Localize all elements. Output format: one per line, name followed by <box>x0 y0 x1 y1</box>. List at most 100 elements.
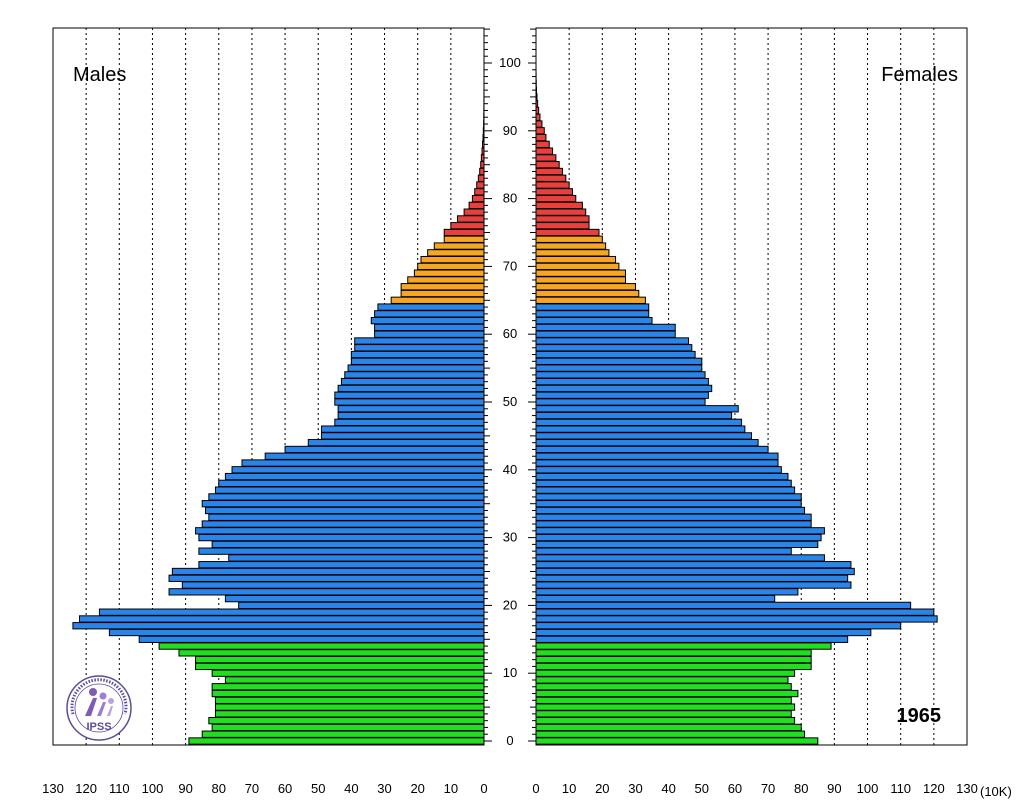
female-bar <box>535 717 796 725</box>
male-bar <box>208 513 485 521</box>
male-bar <box>374 310 485 318</box>
female-bar <box>535 350 696 359</box>
females-label: Females <box>881 64 958 86</box>
female-bar <box>535 255 617 264</box>
male-bar <box>158 642 485 650</box>
male-bar <box>344 371 485 379</box>
female-bar <box>535 459 779 467</box>
male-bar <box>218 479 485 488</box>
female-x-tick-label: 40 <box>661 781 675 796</box>
female-bar <box>535 445 769 454</box>
x-axis-ticks: 130 120 110 100 90 80 70 60 50 40 30 20 10 0 0 10 20 30 40… <box>42 781 978 796</box>
female-bar <box>535 330 676 338</box>
age-axis: 0 10 20 30 40 50 60 70 80 90 100 <box>483 28 537 748</box>
male-bar <box>214 703 485 711</box>
female-bar <box>535 222 590 230</box>
female-bar <box>535 472 789 481</box>
female-bar <box>535 486 796 494</box>
male-x-tick-label: 110 <box>109 781 130 796</box>
female-bar <box>535 133 547 142</box>
male-bar <box>400 289 485 298</box>
male-bar <box>171 567 485 576</box>
male-bar <box>79 615 485 623</box>
female-bar <box>535 391 709 399</box>
female-bar <box>535 710 792 718</box>
male-x-tick-label: 70 <box>245 781 259 796</box>
female-bar <box>535 398 706 406</box>
male-bar <box>420 255 485 264</box>
female-bar <box>535 194 577 203</box>
female-bar <box>535 452 779 460</box>
male-bar <box>211 683 485 691</box>
female-x-tick-label: 0 <box>532 781 539 796</box>
male-bar <box>433 242 485 250</box>
female-bar <box>535 581 852 589</box>
male-bar <box>188 737 485 745</box>
female-bar <box>535 337 690 345</box>
female-bar <box>535 316 653 325</box>
female-bar <box>535 228 600 237</box>
female-x-tick-label: 120 <box>923 781 945 796</box>
female-bar <box>535 411 733 420</box>
female-bar <box>535 425 746 433</box>
male-bar <box>224 472 485 481</box>
female-bar <box>535 181 570 189</box>
female-bar <box>535 601 912 610</box>
age-tick-label: 30 <box>503 530 517 545</box>
female-bar <box>535 161 560 169</box>
age-tick-label: 0 <box>506 733 513 748</box>
female-bar <box>535 615 938 623</box>
male-bar <box>224 594 485 603</box>
male-x-tick-label: 120 <box>75 781 97 796</box>
male-bar <box>98 608 485 616</box>
bars <box>72 66 938 745</box>
female-x-tick-label: 70 <box>761 781 775 796</box>
male-bar <box>231 466 485 474</box>
age-tick-label: 40 <box>503 462 517 477</box>
female-bar <box>535 703 796 711</box>
female-bar <box>535 283 636 291</box>
female-bar <box>535 628 872 637</box>
age-tick-label: 10 <box>503 665 517 680</box>
female-bar <box>535 683 792 691</box>
female-bar <box>535 154 557 162</box>
male-x-tick-label: 100 <box>142 781 164 796</box>
female-bar <box>535 378 709 386</box>
male-bar <box>208 493 485 501</box>
male-x-tick-label: 80 <box>212 781 226 796</box>
male-x-tick-label: 30 <box>377 781 391 796</box>
male-x-tick-label: 50 <box>311 781 325 796</box>
female-bar <box>535 533 822 542</box>
female-bar <box>535 140 550 149</box>
male-bar <box>407 276 485 284</box>
female-bar <box>535 500 802 508</box>
male-x-tick-label: 60 <box>278 781 292 796</box>
male-bar <box>208 717 485 725</box>
female-bar <box>535 655 812 664</box>
male-bar <box>390 296 485 304</box>
age-tick-label: 100 <box>499 55 521 70</box>
female-x-tick-label: 100 <box>857 781 879 796</box>
unit-label: (10K) <box>980 784 1012 799</box>
female-bar <box>535 608 935 616</box>
male-bar <box>400 283 485 291</box>
male-bar <box>468 201 485 210</box>
female-bar <box>535 439 759 447</box>
female-bar <box>535 561 852 569</box>
male-bar <box>178 649 485 657</box>
female-bar <box>535 506 806 515</box>
male-bar <box>201 500 485 508</box>
male-bar <box>205 506 485 515</box>
year-label: 1965 <box>897 705 942 727</box>
age-tick-label: 60 <box>503 326 517 341</box>
female-bar <box>535 649 812 657</box>
male-bar <box>417 262 485 271</box>
male-bar <box>474 188 485 196</box>
male-bar <box>450 222 485 230</box>
female-bar <box>535 466 782 474</box>
female-x-tick-label: 60 <box>728 781 742 796</box>
male-bar <box>443 228 485 237</box>
male-bar <box>476 181 485 189</box>
female-bar <box>535 696 792 704</box>
female-bar <box>535 235 603 243</box>
